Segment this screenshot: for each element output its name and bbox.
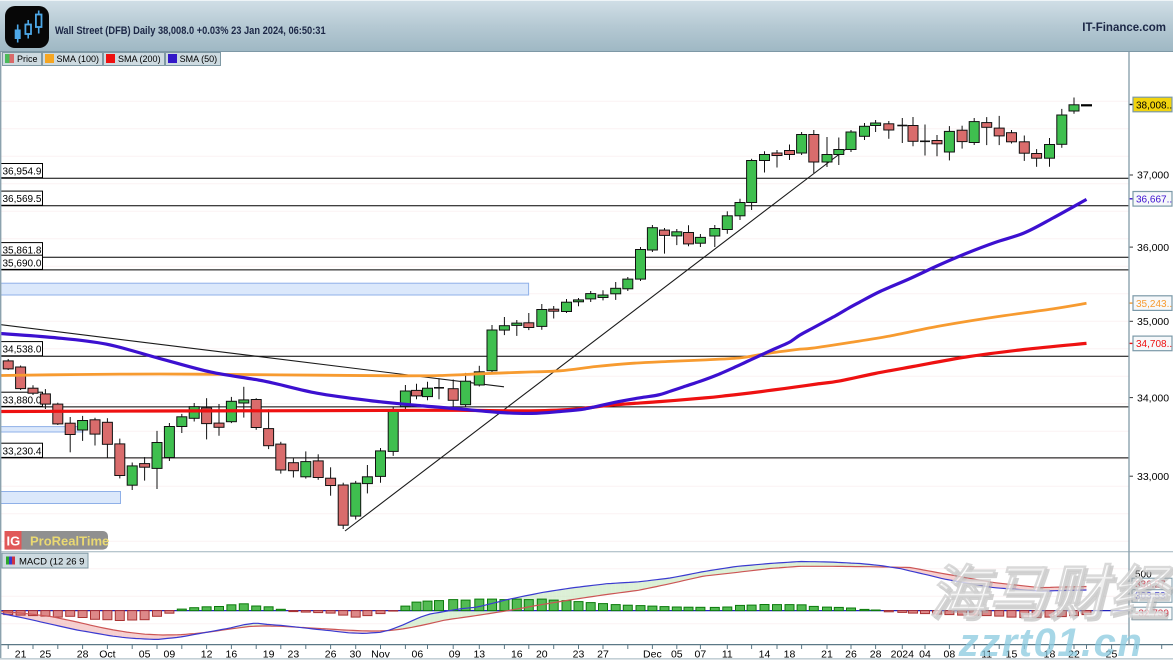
svg-text:MACD (12 26 9: MACD (12 26 9 (19, 557, 84, 568)
svg-text:15: 15 (1006, 649, 1018, 660)
svg-text:11: 11 (722, 649, 733, 660)
svg-text:28: 28 (77, 649, 89, 660)
svg-text:Nov: Nov (371, 649, 390, 660)
svg-text:11: 11 (981, 649, 992, 660)
svg-text:16: 16 (226, 649, 238, 660)
svg-text:ProRealTime: ProRealTime (30, 534, 109, 549)
svg-text:18: 18 (1044, 649, 1056, 660)
svg-text:19: 19 (263, 649, 275, 660)
svg-text:08: 08 (944, 649, 956, 660)
svg-text:38,008..: 38,008.. (1136, 100, 1172, 111)
svg-text:30: 30 (350, 649, 362, 660)
svg-text:zzrt01.cn: zzrt01.cn (958, 621, 1144, 660)
svg-text:23: 23 (288, 649, 300, 660)
svg-text:04: 04 (919, 649, 931, 660)
svg-text:23: 23 (573, 649, 585, 660)
svg-text:33,230.4: 33,230.4 (3, 446, 42, 457)
svg-text:27: 27 (597, 649, 609, 660)
svg-text:21: 21 (15, 649, 27, 660)
svg-text:07: 07 (695, 649, 707, 660)
svg-text:20: 20 (536, 649, 548, 660)
svg-text:14: 14 (759, 649, 771, 660)
svg-text:Dec: Dec (643, 649, 662, 660)
svg-text:35,690.0: 35,690.0 (3, 258, 42, 269)
svg-text:500: 500 (1135, 570, 1152, 581)
svg-text:25: 25 (1106, 649, 1118, 660)
svg-text:18: 18 (784, 649, 796, 660)
svg-text:海马财经: 海马财经 (931, 563, 1173, 629)
svg-text:36,667..: 36,667.. (1136, 195, 1172, 206)
svg-text:26: 26 (325, 649, 337, 660)
svg-text:336.27: 336.27 (1135, 579, 1166, 590)
svg-text:33,000: 33,000 (1137, 471, 1169, 483)
svg-text:37,000: 37,000 (1137, 170, 1169, 182)
svg-text:34,000: 34,000 (1137, 392, 1169, 404)
svg-text:海马财经: 海马财经 (928, 561, 1173, 627)
svg-text:05: 05 (139, 649, 151, 660)
svg-text:12: 12 (201, 649, 213, 660)
svg-text:35,861.8: 35,861.8 (3, 246, 42, 257)
svg-text:-32.739: -32.739 (1135, 608, 1169, 619)
svg-text:35,243..: 35,243.. (1136, 299, 1172, 310)
svg-text:21: 21 (821, 649, 833, 660)
svg-text:05: 05 (671, 649, 683, 660)
svg-text:36,954.9: 36,954.9 (3, 167, 42, 178)
svg-text:34,538.0: 34,538.0 (3, 345, 42, 356)
svg-text:35,000: 35,000 (1137, 316, 1169, 328)
svg-text:16: 16 (511, 649, 523, 660)
svg-text:303.53: 303.53 (1135, 591, 1166, 602)
svg-text:13: 13 (473, 649, 485, 660)
svg-text:36,569.5: 36,569.5 (3, 194, 42, 205)
svg-text:33,880.0: 33,880.0 (3, 395, 42, 406)
svg-text:Oct: Oct (99, 649, 115, 660)
svg-text:06: 06 (412, 649, 424, 660)
svg-text:09: 09 (164, 649, 176, 660)
svg-text:26: 26 (845, 649, 857, 660)
svg-text:25: 25 (40, 649, 52, 660)
svg-text:22: 22 (1068, 649, 1080, 660)
svg-text:2024: 2024 (891, 649, 915, 660)
svg-text:28: 28 (870, 649, 882, 660)
svg-text:36,000: 36,000 (1137, 242, 1169, 254)
svg-text:IG: IG (7, 534, 21, 549)
svg-text:09: 09 (449, 649, 461, 660)
svg-text:34,708..: 34,708.. (1136, 339, 1172, 350)
